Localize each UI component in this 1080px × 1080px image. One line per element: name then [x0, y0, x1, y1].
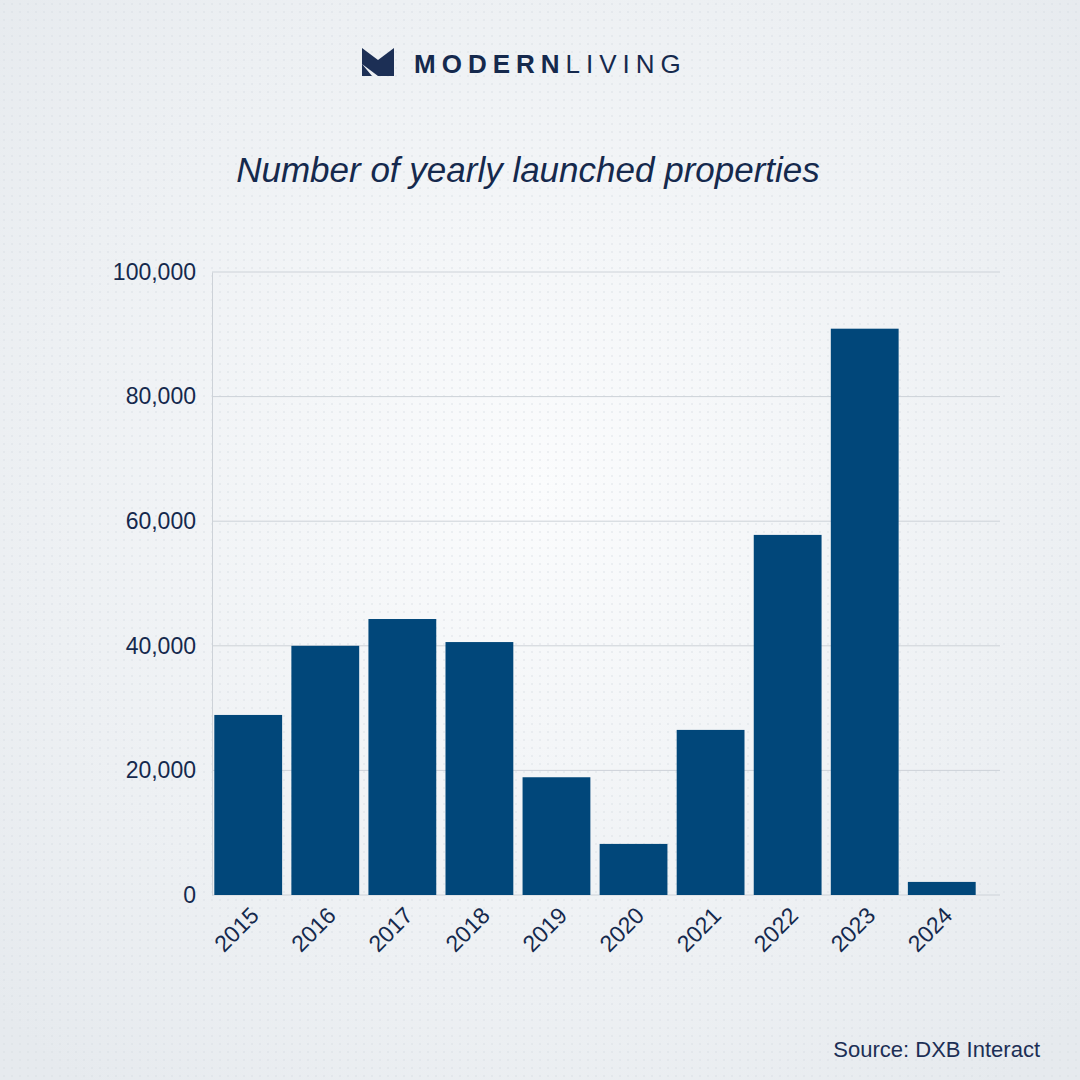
x-axis-line [213, 895, 979, 896]
y-tick: 100,000 [113, 259, 212, 285]
y-tick-label: 40,000 [126, 633, 196, 659]
x-tick: 2019 [517, 895, 572, 957]
bar [908, 882, 976, 895]
y-tick: 0 [183, 882, 212, 908]
x-tick-label: 2020 [594, 902, 649, 957]
background-pattern [0, 0, 1080, 1080]
brand-bold: MODERN [414, 49, 566, 79]
chart-canvas: MODERNLIVING Number of yearly launched pr… [0, 0, 1080, 1080]
y-tick-label: 0 [183, 882, 196, 908]
x-tick-label: 2017 [363, 902, 418, 957]
x-tick-label: 2015 [209, 902, 264, 957]
bar [754, 535, 822, 895]
brand-light: LIVING [566, 49, 687, 79]
y-tick-label: 60,000 [126, 508, 196, 534]
brand-name: MODERNLIVING [414, 49, 687, 79]
bar [831, 329, 899, 895]
bar [368, 619, 436, 895]
y-axis-line [212, 273, 213, 896]
source-note: Source: DXB Interact [833, 1037, 1040, 1062]
chart-title: Number of yearly launched properties [236, 150, 820, 189]
x-tick: 2021 [672, 895, 727, 957]
x-tick-label: 2022 [749, 902, 804, 957]
x-tick: 2018 [440, 895, 495, 957]
x-tick-label: 2016 [286, 902, 341, 957]
background [0, 0, 1080, 1080]
brand: MODERNLIVING [362, 48, 687, 79]
x-tick-label: 2018 [440, 902, 495, 957]
x-tick: 2015 [209, 895, 264, 957]
grid-line [212, 272, 1000, 273]
bars [214, 329, 975, 895]
x-tick: 2016 [286, 895, 341, 957]
y-tick: 40,000 [126, 633, 212, 659]
bar [523, 777, 591, 895]
bar [291, 646, 359, 895]
x-tick: 2022 [749, 895, 804, 957]
grid [212, 272, 1000, 895]
bar [600, 844, 668, 895]
x-axis: 2015 2016 2017 2018 2019 2020 2021 2022 2023 2024 [209, 895, 978, 957]
brand-icon [362, 48, 394, 76]
x-tick: 2020 [594, 895, 649, 957]
bar [445, 642, 513, 895]
y-tick: 60,000 [126, 508, 212, 534]
x-tick-label: 2019 [517, 902, 572, 957]
x-tick-label: 2023 [826, 902, 881, 957]
x-tick: 2023 [826, 895, 881, 957]
x-tick-label: 2024 [903, 902, 958, 957]
y-tick: 80,000 [126, 383, 212, 409]
y-tick: 20,000 [126, 757, 212, 783]
x-tick: 2024 [903, 895, 958, 957]
bar [677, 730, 745, 895]
bar [214, 715, 282, 895]
y-tick-label: 100,000 [113, 259, 196, 285]
x-tick-label: 2021 [672, 902, 727, 957]
y-tick-label: 80,000 [126, 383, 196, 409]
y-tick-label: 20,000 [126, 757, 196, 783]
x-tick: 2017 [363, 895, 418, 957]
y-axis: 0 20,000 40,000 60,000 80,000 100,000 [113, 259, 213, 908]
